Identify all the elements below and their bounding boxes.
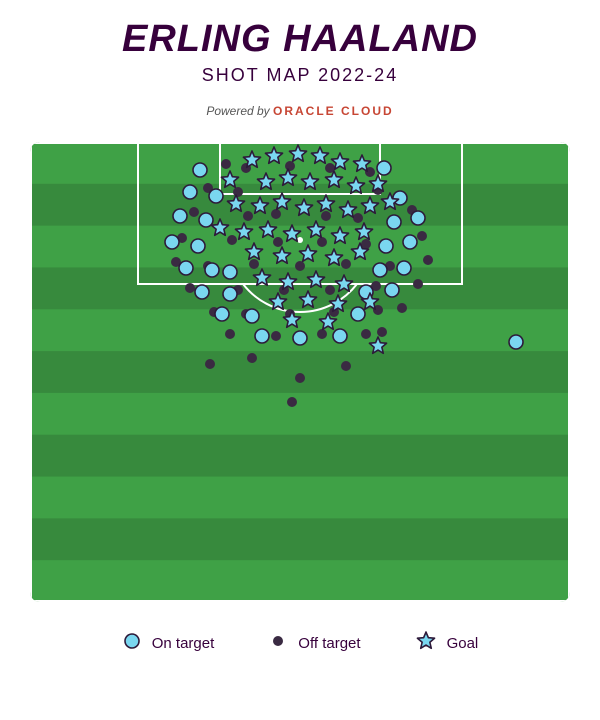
oracle-cloud-logo: ORACLE CLOUD [273, 104, 394, 118]
pitch-stripe [30, 477, 570, 519]
pitch-stripe [30, 393, 570, 435]
legend: On target Off target Goal [0, 630, 600, 656]
shot-off-target [249, 259, 259, 269]
shot-off-target [287, 397, 297, 407]
shot-off-target [353, 213, 363, 223]
shot-off-target [295, 373, 305, 383]
shot-on-target [255, 329, 269, 343]
header: ERLING HAALAND SHOT MAP 2022-24 Powered … [0, 0, 600, 118]
shot-off-target [321, 211, 331, 221]
shot-on-target [373, 263, 387, 277]
shot-on-target [379, 239, 393, 253]
shot-off-target [397, 303, 407, 313]
shot-on-target [215, 307, 229, 321]
shot-off-target [413, 279, 423, 289]
player-name: ERLING HAALAND [0, 18, 600, 61]
shot-on-target [387, 215, 401, 229]
shot-on-target [191, 239, 205, 253]
shot-off-target [225, 329, 235, 339]
shot-on-target [411, 211, 425, 225]
legend-item-goal: Goal [415, 630, 479, 656]
powered-by: Powered by ORACLE CLOUD [0, 104, 600, 118]
shot-on-target [223, 287, 237, 301]
pitch-stripe [30, 435, 570, 477]
shot-off-target [361, 329, 371, 339]
shot-off-target [247, 353, 257, 363]
shot-on-target [179, 261, 193, 275]
shot-off-target [341, 259, 351, 269]
shot-off-target [205, 359, 215, 369]
legend-item-off-target: Off target [268, 630, 360, 656]
powered-prefix: Powered by [206, 104, 273, 118]
shot-off-target [271, 209, 281, 219]
shot-off-target [221, 159, 231, 169]
shot-on-target [223, 265, 237, 279]
legend-item-on-target: On target [122, 630, 215, 656]
legend-label-on-target: On target [152, 635, 215, 652]
shot-off-target [317, 237, 327, 247]
shot-on-target [351, 307, 365, 321]
shot-map-pitch [30, 142, 570, 602]
shot-off-target [317, 329, 327, 339]
shot-on-target [385, 283, 399, 297]
shot-off-target [285, 161, 295, 171]
shot-off-target [377, 327, 387, 337]
shot-on-target [193, 163, 207, 177]
shot-off-target [341, 361, 351, 371]
on-target-icon [122, 631, 142, 655]
shot-off-target [243, 211, 253, 221]
subtitle: SHOT MAP 2022-24 [0, 65, 600, 86]
shot-off-target [189, 207, 199, 217]
shot-on-target [377, 161, 391, 175]
shot-off-target [185, 283, 195, 293]
pitch-stripe [30, 560, 570, 602]
shot-on-target [333, 329, 347, 343]
shot-off-target [273, 237, 283, 247]
shot-off-target [227, 235, 237, 245]
shot-off-target [271, 331, 281, 341]
shot-on-target [173, 209, 187, 223]
legend-label-off-target: Off target [298, 635, 360, 652]
shot-on-target [403, 235, 417, 249]
shot-on-target [205, 263, 219, 277]
shot-on-target [195, 285, 209, 299]
shot-on-target [509, 335, 523, 349]
shot-on-target [245, 309, 259, 323]
shot-on-target [165, 235, 179, 249]
shot-on-target [183, 185, 197, 199]
shot-off-target [233, 187, 243, 197]
shot-off-target [325, 285, 335, 295]
pitch-stripe [30, 267, 570, 309]
pitch-stripe [30, 518, 570, 560]
shot-off-target [417, 231, 427, 241]
shot-on-target [209, 189, 223, 203]
shot-on-target [293, 331, 307, 345]
goal-icon [415, 630, 437, 656]
pitch-stripe [30, 351, 570, 393]
off-target-icon [268, 631, 288, 655]
shot-off-target [295, 261, 305, 271]
penalty-spot [297, 237, 303, 243]
legend-label-goal: Goal [447, 635, 479, 652]
shot-off-target [423, 255, 433, 265]
pitch-svg [30, 142, 570, 602]
shot-on-target [397, 261, 411, 275]
